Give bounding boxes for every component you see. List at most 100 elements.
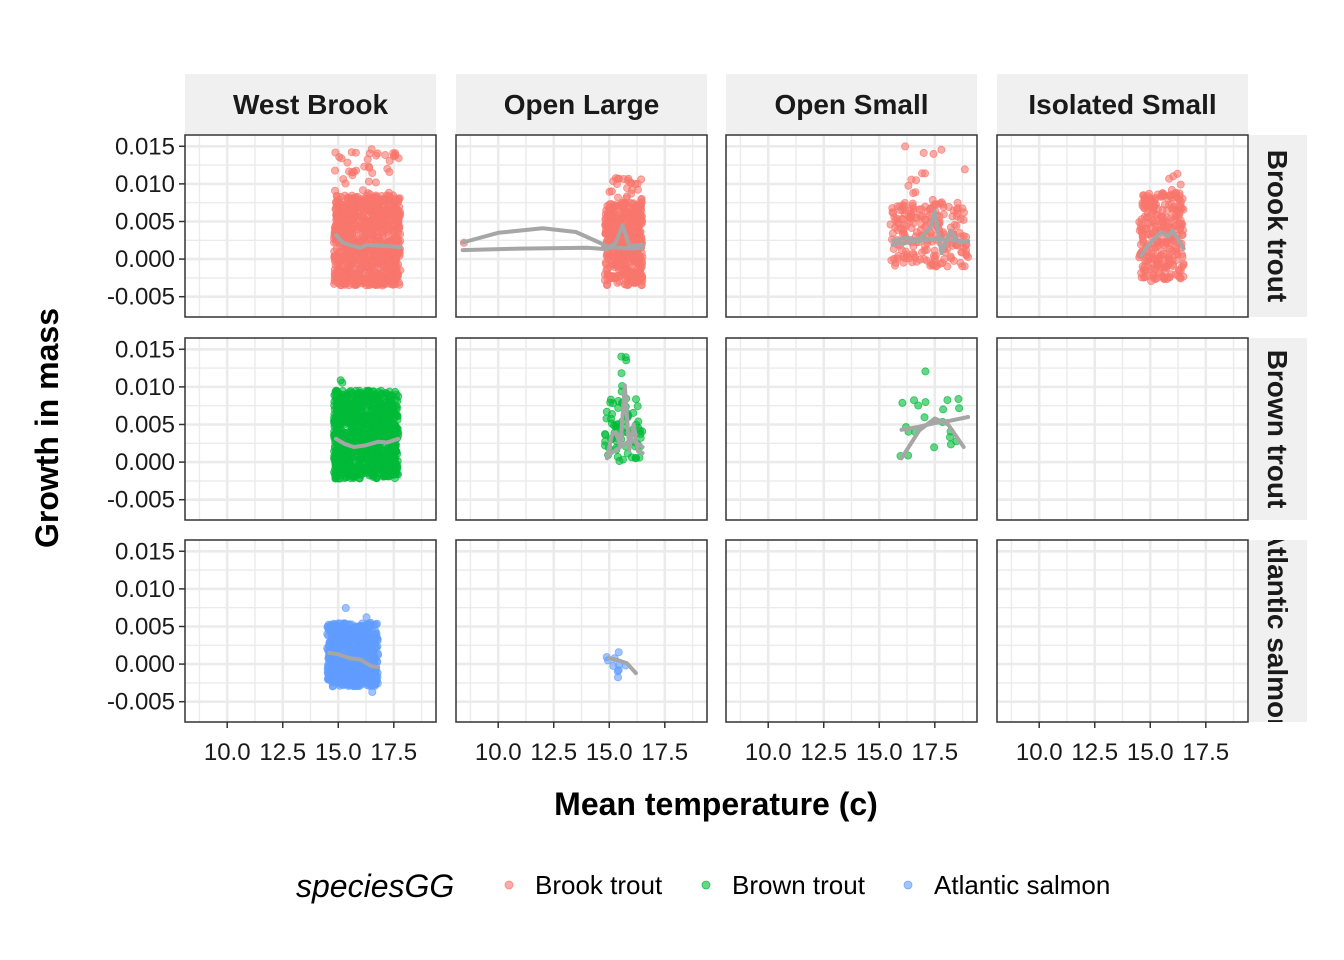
data-point <box>392 470 401 479</box>
data-point <box>394 225 403 234</box>
data-point <box>338 203 347 212</box>
data-point <box>380 398 389 407</box>
data-point <box>342 254 351 263</box>
x-tick-label: 17.5 <box>641 739 688 766</box>
data-point <box>614 673 623 682</box>
data-point <box>1143 271 1152 280</box>
data-point <box>628 185 637 194</box>
data-point <box>366 635 375 644</box>
panel-grid <box>997 540 1248 722</box>
data-point <box>893 254 902 263</box>
data-point <box>1157 238 1166 247</box>
data-point <box>636 227 645 236</box>
data-point <box>602 260 611 269</box>
legend-label: Atlantic salmon <box>934 870 1110 900</box>
data-point <box>1137 219 1146 228</box>
data-point <box>388 203 397 212</box>
legend-key <box>903 880 913 890</box>
y-tick-label: 0.005 <box>115 411 175 438</box>
data-point <box>350 422 359 431</box>
data-point <box>341 604 350 613</box>
panel-grid <box>456 135 707 317</box>
data-point <box>372 151 381 160</box>
data-point <box>946 252 955 261</box>
data-point <box>355 474 364 483</box>
data-point <box>356 449 365 458</box>
data-point <box>365 431 374 440</box>
data-point <box>637 195 646 204</box>
data-point <box>928 195 937 204</box>
panel-grid <box>456 540 707 722</box>
data-point <box>391 195 400 204</box>
data-point <box>943 396 952 405</box>
data-point <box>367 145 376 154</box>
legend-key <box>504 880 514 890</box>
data-point <box>901 142 910 151</box>
data-point <box>1176 273 1185 282</box>
data-points <box>329 376 403 483</box>
data-point <box>617 352 626 361</box>
panel-atlantic-salmon-open-large <box>455 539 708 723</box>
panel-grid <box>456 338 707 520</box>
data-point <box>888 208 897 217</box>
data-point <box>633 179 642 188</box>
legend-title: speciesGG <box>296 868 454 904</box>
data-point <box>1144 204 1153 213</box>
panel-border <box>455 539 708 723</box>
panel-atlantic-salmon-west-brook <box>184 539 437 723</box>
row-strip-label: Brown trout <box>1262 350 1293 509</box>
data-point <box>363 155 372 164</box>
column-strip-label: West Brook <box>233 89 388 120</box>
y-tick-label: 0.010 <box>115 171 175 198</box>
x-tick-label: 10.0 <box>1016 739 1063 766</box>
data-point <box>614 666 623 675</box>
data-point <box>914 401 923 410</box>
data-point <box>1179 259 1188 268</box>
data-point <box>617 369 626 378</box>
data-point <box>371 178 380 187</box>
x-tick-label: 12.5 <box>259 739 306 766</box>
data-point <box>340 191 349 200</box>
data-point <box>1138 201 1147 210</box>
data-point <box>915 205 924 214</box>
data-point <box>371 642 380 651</box>
row-strip: Brook trout <box>1249 135 1307 317</box>
data-point <box>944 202 953 211</box>
panel-border <box>725 337 978 521</box>
data-point <box>384 188 393 197</box>
data-point <box>393 411 402 420</box>
data-point <box>921 367 930 376</box>
data-point <box>394 154 403 163</box>
panel-atlantic-salmon-isolated-small <box>996 539 1249 723</box>
data-point <box>382 456 391 465</box>
data-point <box>1178 194 1187 203</box>
data-point <box>896 202 905 211</box>
row-strip-label: Brook trout <box>1262 150 1293 302</box>
data-point <box>911 253 920 262</box>
data-point <box>1172 244 1181 253</box>
data-point <box>635 251 644 260</box>
panel-brown-trout-west-brook <box>184 337 437 521</box>
panel-atlantic-salmon-open-small <box>725 539 978 723</box>
data-point <box>331 148 340 157</box>
data-point <box>954 394 963 403</box>
row-strip-label: Atlantic salmon <box>1262 527 1293 735</box>
data-point <box>350 264 359 273</box>
data-point <box>960 165 969 174</box>
data-point <box>391 254 400 263</box>
data-point <box>921 169 930 178</box>
data-point <box>366 389 375 398</box>
data-point <box>953 198 962 207</box>
data-point <box>939 228 948 237</box>
data-point <box>612 250 621 259</box>
data-point <box>898 398 907 407</box>
data-point <box>372 415 381 424</box>
axes-layer: 0.015 0.010 0.005 0.000 -0.005 0.015 0.010 0.00… <box>107 133 1229 766</box>
smooth-line <box>334 233 403 250</box>
data-point <box>336 635 345 644</box>
data-point <box>330 186 339 195</box>
legend-entry: Atlantic salmon <box>903 870 1110 900</box>
column-strip-label: Open Large <box>504 89 660 120</box>
y-tick-label: 0.015 <box>115 538 175 565</box>
data-point <box>374 443 383 452</box>
